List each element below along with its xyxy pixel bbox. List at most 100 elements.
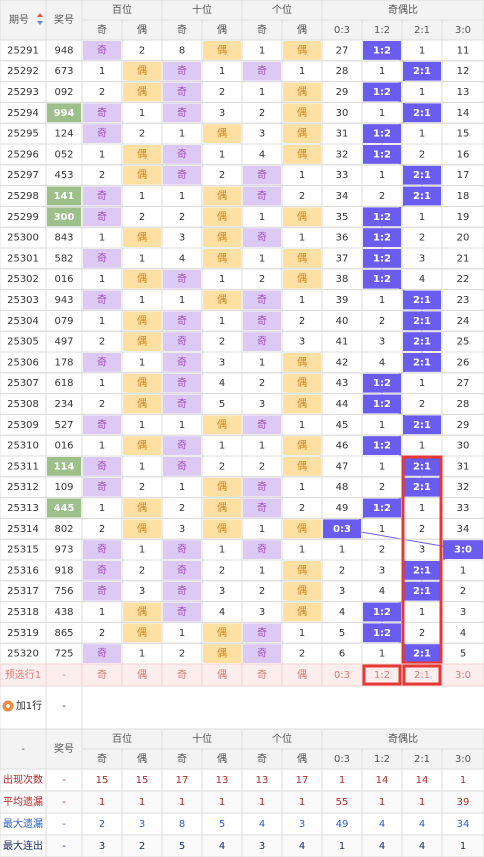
odd-highlight [163,457,201,476]
stats-value: 5 [219,819,225,830]
period: 25292 [7,66,39,77]
sub-header: 1:2 [374,25,390,36]
miss-count: 2 [219,87,225,98]
hit-cell: 奇 [97,418,107,431]
odd-highlight [163,561,201,580]
cell-bg [243,124,281,143]
odd-highlight [163,165,201,185]
ratio-highlight [403,477,441,497]
cell-bg [203,581,241,601]
cell-bg [243,207,281,227]
miss-count: 1 [299,233,305,244]
miss-count: 2 [139,129,145,140]
miss-count: 1 [379,295,385,306]
hit-cell: 偶 [297,605,307,618]
stats-value: 55 [336,797,349,808]
miss-count: 1 [259,253,265,264]
number-highlight [47,498,81,518]
miss-count: 4 [259,149,265,160]
cell-bg [203,394,241,414]
period: 25307 [7,378,39,389]
hit-cell: 奇 [97,127,107,140]
period: 25294 [7,108,39,119]
number: 943 [54,295,73,306]
cell-bg [243,394,281,414]
miss-count: 39 [336,295,349,306]
hit-cell: 偶 [297,85,307,98]
cell-bg [243,269,281,289]
stats-value: 4 [419,819,425,830]
cell-bg [83,623,121,643]
even-highlight [283,581,321,601]
miss-count: 35 [336,212,349,223]
miss-count: 16 [457,149,470,160]
miss-count: 2 [379,316,385,327]
period: 25318 [7,607,39,618]
odd-highlight [243,623,281,643]
sub-header: 0:3 [334,25,350,36]
ratio-highlight [363,623,401,643]
stats-value: 1 [219,797,225,808]
hit-cell: 奇 [97,584,107,597]
odd-highlight [83,124,121,143]
miss-count: 1 [179,628,185,639]
hit-cell: 2:1 [413,66,431,77]
odd-highlight [83,477,121,497]
number: 756 [54,586,73,597]
odd-highlight [163,145,201,164]
hit-cell: 奇 [257,64,267,77]
cell-bg [163,519,201,539]
odd-highlight [163,394,201,414]
number: 114 [54,461,75,472]
stats-value: 1 [179,797,185,808]
ratio-highlight [403,103,441,123]
hit-cell: 奇 [97,210,107,223]
miss-count: 2 [419,399,425,410]
cell-bg [123,186,161,206]
cell-bg [243,561,281,580]
cell-bg [243,436,281,455]
cell-bg [283,415,321,435]
odd-highlight [243,332,281,351]
sub-header: 奇 [257,23,267,36]
miss-count: 28 [336,66,349,77]
sort-icon[interactable] [37,13,43,17]
cell-bg [123,290,161,310]
header-group [321,0,484,21]
miss-count: 17 [457,170,470,181]
miss-count: 15 [457,129,470,140]
add-row-label[interactable]: 加1行 [16,699,42,712]
period: 25312 [7,482,39,493]
hit-cell: 偶 [297,127,307,140]
add-icon-dot[interactable] [6,704,10,708]
miss-count: 1 [99,274,105,285]
miss-count: 1 [179,420,185,431]
miss-count: 2 [379,545,385,556]
preselect-cell: 3:0 [455,670,471,681]
odd-highlight [163,269,201,289]
preselect-cell: 偶 [217,668,227,681]
hit-cell: 奇 [257,314,267,327]
cell-bg [163,644,201,663]
period: 25317 [7,586,39,597]
ratio-highlight [363,249,401,268]
miss-count: 3 [379,337,385,348]
cell-bg [203,373,241,393]
hit-cell: 偶 [217,251,227,264]
miss-count: 4 [379,357,385,368]
ratio-highlight [443,540,483,559]
hit-cell: 奇 [177,355,187,368]
ratio-highlight [403,290,441,310]
number: 497 [54,337,73,348]
miss-count: 14 [457,108,470,119]
preselect-cell: 偶 [137,668,147,681]
miss-count: 41 [336,337,349,348]
hit-cell: 偶 [137,272,147,285]
cell-bg [83,61,121,81]
miss-count: 3 [419,253,425,264]
sort-icon[interactable] [37,21,43,25]
sub-header: 奇 [257,752,267,765]
hit-cell: 偶 [137,64,147,77]
miss-count: 24 [457,316,470,327]
group-label: 百位 [112,3,132,16]
